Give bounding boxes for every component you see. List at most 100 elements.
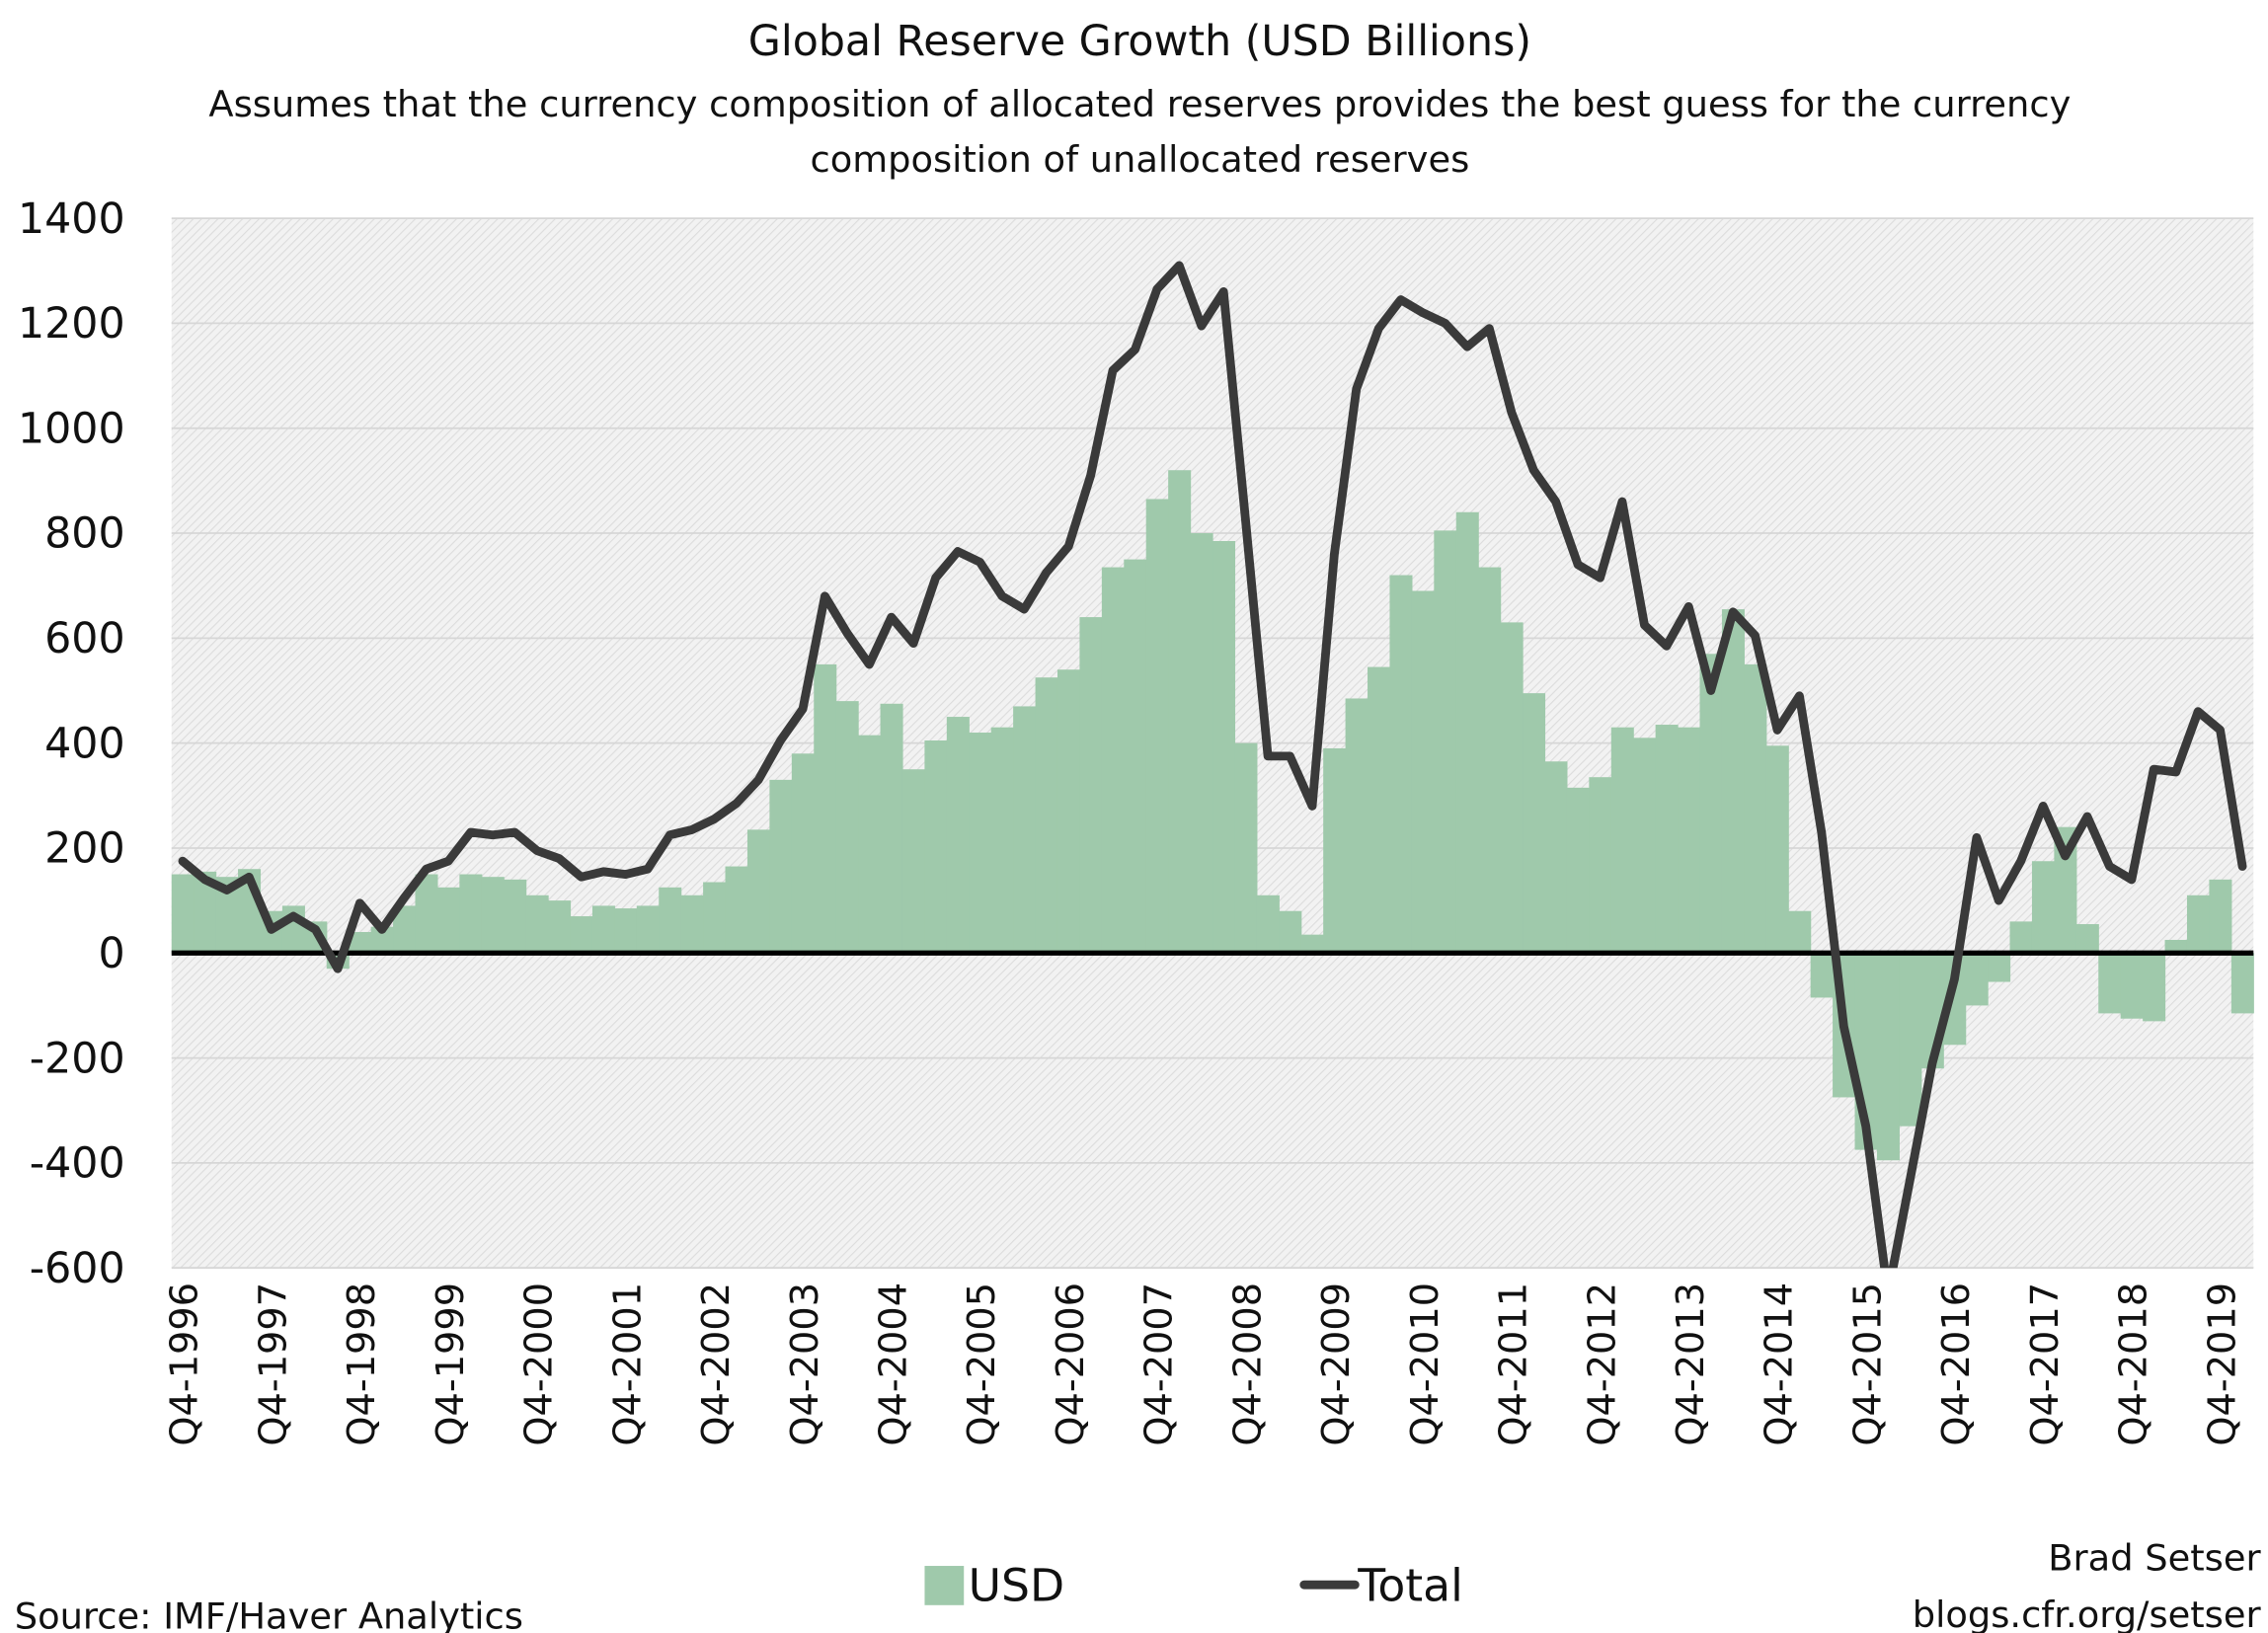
chart-subtitle-line1: Assumes that the currency composition of… xyxy=(208,83,2071,125)
total-series-line xyxy=(178,261,2247,1269)
usd-bar xyxy=(1744,663,1767,954)
usd-bar xyxy=(1678,727,1701,954)
usd-bar xyxy=(1013,706,1037,954)
y-tick-label: 1200 xyxy=(18,299,125,349)
y-tick-label: -400 xyxy=(30,1139,125,1189)
usd-bar xyxy=(2209,879,2232,954)
usd-bar xyxy=(2186,894,2211,954)
legend-total-label: Total xyxy=(1357,1559,1463,1611)
x-tick-label: Q4-2006 xyxy=(1049,1283,1093,1446)
x-tick-label: Q4-2010 xyxy=(1403,1283,1447,1446)
usd-bar xyxy=(481,877,505,954)
usd-bar xyxy=(1988,953,2011,982)
usd-bar xyxy=(1455,511,1479,954)
usd-bar xyxy=(680,894,704,954)
x-tick-label: Q4-1997 xyxy=(251,1283,295,1446)
usd-bar xyxy=(1345,698,1369,954)
usd-bar xyxy=(2075,924,2099,954)
x-tick-label: Q4-2007 xyxy=(1137,1283,1182,1446)
usd-bar xyxy=(1101,567,1125,954)
x-tick-label: Q4-2008 xyxy=(1225,1283,1270,1446)
x-tick-label: Q4-2004 xyxy=(871,1283,915,1446)
x-tick-label: Q4-2001 xyxy=(605,1283,650,1446)
x-tick-label: Q4-2016 xyxy=(1934,1283,1979,1446)
usd-bar xyxy=(415,874,438,954)
usd-bar xyxy=(194,871,217,954)
usd-bar xyxy=(659,887,682,954)
usd-bar xyxy=(591,905,615,954)
y-tick-label: 600 xyxy=(44,614,124,663)
usd-bar xyxy=(1389,575,1413,954)
source-note: Source: IMF/Haver Analytics xyxy=(15,1594,523,1633)
usd-bar xyxy=(1655,725,1679,954)
usd-bar xyxy=(1633,738,1657,954)
x-tick-label: Q4-2017 xyxy=(2023,1283,2068,1446)
usd-bar xyxy=(814,663,837,954)
y-tick-label: 1400 xyxy=(18,194,125,244)
usd-bar xyxy=(1876,953,1900,1161)
usd-bar xyxy=(1899,953,1922,1127)
usd-bar xyxy=(1478,567,1502,954)
usd-bar xyxy=(791,753,815,954)
x-tick-label: Q4-2014 xyxy=(1758,1283,1802,1446)
legend: USD Total xyxy=(924,1559,1463,1611)
usd-bar xyxy=(1589,777,1612,954)
x-axis-ticks: Q4-1996 Q4-1997 Q4-1998 Q4-1999 Q4-2000 Q4-20… xyxy=(163,1283,2245,1446)
usd-bar xyxy=(2031,861,2055,954)
usd-bar xyxy=(1168,470,1192,954)
usd-bar xyxy=(525,894,549,954)
usd-bar xyxy=(1765,745,1789,954)
y-axis-ticks: 1400 1200 1000 800 600 400 200 0 -200 -400 -600 xyxy=(18,194,125,1293)
usd-bar xyxy=(2230,953,2254,1014)
usd-bar xyxy=(969,733,992,954)
usd-bar xyxy=(1234,742,1258,954)
x-tick-label: Q4-2015 xyxy=(1845,1283,1890,1446)
usd-bar xyxy=(1411,590,1435,954)
usd-bar xyxy=(1523,693,1546,954)
legend-usd-swatch xyxy=(924,1566,965,1605)
x-tick-label: Q4-2012 xyxy=(1580,1283,1624,1446)
y-tick-label: -200 xyxy=(30,1034,125,1083)
usd-bar xyxy=(1190,533,1213,954)
x-tick-label: Q4-2011 xyxy=(1492,1283,1536,1446)
x-tick-label: Q4-2013 xyxy=(1669,1283,1713,1446)
usd-bar xyxy=(2009,921,2033,954)
usd-bar xyxy=(2143,953,2166,1022)
usd-bar xyxy=(946,717,970,954)
x-tick-label: Q4-2009 xyxy=(1314,1283,1359,1446)
chart-subtitle-line2: composition of unallocated reserves xyxy=(811,138,1470,181)
author-site: blogs.cfr.org/setser xyxy=(1913,1594,2262,1633)
usd-bar xyxy=(1544,761,1568,954)
usd-bar xyxy=(1300,934,1324,954)
usd-bar xyxy=(880,703,903,954)
y-tick-label: -600 xyxy=(30,1244,125,1293)
usd-bar xyxy=(1434,530,1457,954)
y-tick-label: 0 xyxy=(98,929,124,978)
usd-bar xyxy=(614,908,638,954)
usd-bar xyxy=(504,879,527,954)
usd-bar xyxy=(1279,910,1302,954)
usd-bar xyxy=(1056,669,1081,954)
usd-bar xyxy=(1610,727,1634,954)
usd-bar xyxy=(1500,622,1524,954)
usd-bar xyxy=(1566,787,1590,954)
usd-bar xyxy=(436,887,460,954)
y-tick-label: 800 xyxy=(44,509,124,559)
usd-bar xyxy=(924,739,948,954)
usd-bar xyxy=(570,916,593,954)
usd-bar xyxy=(725,866,748,954)
usd-bar xyxy=(1145,499,1169,954)
x-tick-label: Q4-2005 xyxy=(960,1283,1004,1446)
usd-bar xyxy=(1212,540,1236,954)
usd-bar xyxy=(901,769,925,954)
chart-title: Global Reserve Growth (USD Billions) xyxy=(748,17,1531,66)
usd-bar xyxy=(1035,677,1058,954)
y-tick-label: 200 xyxy=(44,824,124,874)
x-tick-label: Q4-1996 xyxy=(163,1283,207,1446)
usd-bar xyxy=(459,874,483,954)
usd-bar xyxy=(1721,609,1745,954)
usd-bar xyxy=(1788,910,1812,954)
y-tick-label: 400 xyxy=(44,719,124,768)
x-tick-label: Q4-2002 xyxy=(694,1283,739,1446)
